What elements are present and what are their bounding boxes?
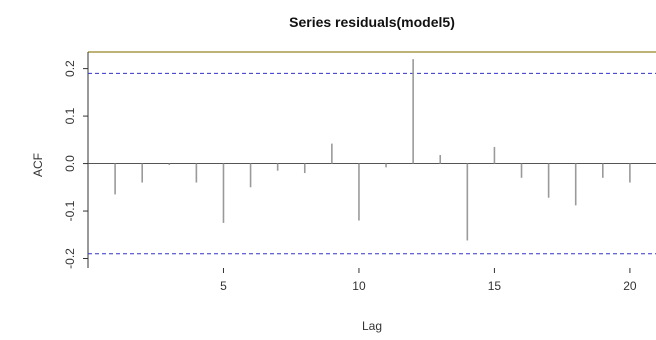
y-tick-label: -0.2 — [63, 248, 77, 269]
y-axis-label: ACF — [31, 153, 45, 177]
x-axis-label: Lag — [362, 319, 382, 333]
y-axis: -0.2 -0.1 0.0 0.1 0.2 — [63, 60, 88, 269]
y-tick-label: 0.1 — [63, 107, 77, 124]
y-tick-label: 0.0 — [63, 155, 77, 172]
acf-bars — [114, 59, 631, 241]
chart-title: Series residuals(model5) — [289, 14, 455, 30]
x-axis: 5 10 15 20 — [220, 268, 637, 293]
y-tick-label: 0.2 — [63, 60, 77, 77]
x-tick-label: 5 — [220, 279, 227, 293]
x-tick-label: 20 — [623, 279, 637, 293]
x-tick-label: 15 — [488, 279, 502, 293]
y-tick-label: -0.1 — [63, 200, 77, 221]
x-tick-label: 10 — [352, 279, 366, 293]
